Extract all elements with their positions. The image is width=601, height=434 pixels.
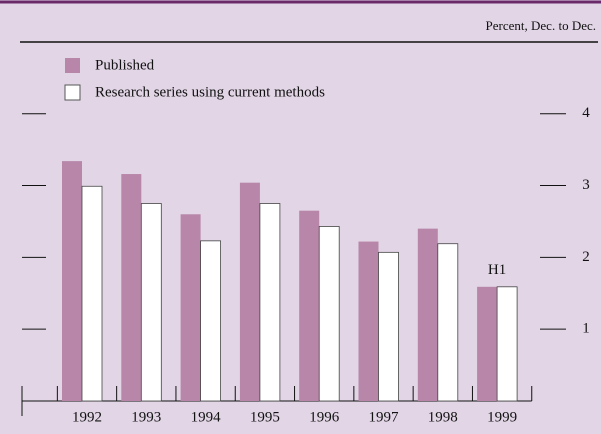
- bar: [121, 174, 142, 401]
- y-tick-label: 2: [582, 249, 590, 265]
- bar: [299, 210, 320, 401]
- x-tick-label: 1998: [428, 409, 458, 425]
- bar: [62, 161, 82, 401]
- bar: [239, 182, 260, 401]
- x-tick-label: 1999: [487, 409, 517, 425]
- legend-label: Research series using current methods: [95, 84, 325, 100]
- bar: [318, 226, 340, 402]
- x-tick-label: 1993: [131, 409, 161, 425]
- bar: [259, 203, 281, 402]
- bar: [437, 243, 459, 402]
- x-tick-label: 1995: [250, 409, 280, 425]
- bar: [180, 214, 201, 401]
- x-tick-label: 1992: [72, 409, 102, 425]
- y-tick-label: 1: [582, 321, 590, 337]
- legend-swatch: [64, 84, 81, 101]
- bar: [200, 240, 222, 402]
- unit-label: Percent, Dec. to Dec.: [486, 18, 596, 33]
- x-tick-label: 1996: [309, 409, 340, 425]
- bar: [417, 228, 438, 401]
- bar: [140, 203, 162, 402]
- y-tick-label: 3: [582, 177, 590, 193]
- bar: [81, 185, 103, 402]
- bar: [496, 286, 518, 402]
- bar: [477, 286, 498, 401]
- bar: [358, 241, 379, 401]
- legend-swatch: [65, 58, 80, 73]
- y-tick-label: 4: [582, 105, 590, 121]
- legend-label: Published: [95, 57, 155, 73]
- x-tick-label: 1997: [369, 409, 400, 425]
- annotation: H1: [488, 262, 506, 278]
- bar: [378, 251, 399, 402]
- x-tick-label: 1994: [191, 409, 222, 425]
